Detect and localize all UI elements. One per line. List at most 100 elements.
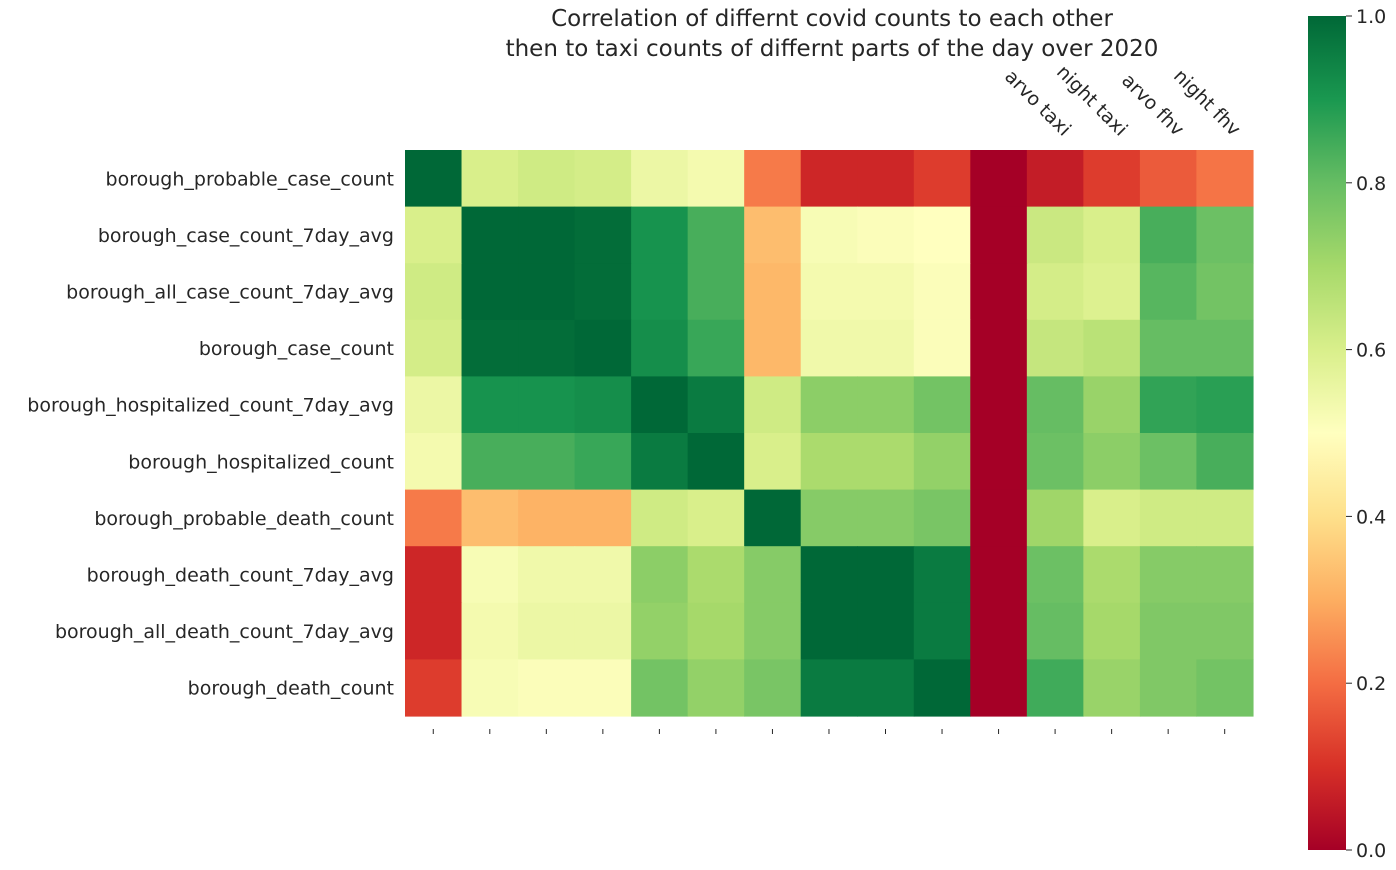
heatmap-cell — [1083, 659, 1141, 717]
heatmap-cell — [857, 659, 915, 717]
colorbar-ticks: 0.0 0.2 0.4 0.6 0.8 1.0 — [1346, 6, 1386, 862]
heatmap-cell — [1083, 263, 1141, 321]
heatmap-cell — [970, 602, 1028, 660]
row-label: borough_case_count_7day_avg — [98, 225, 394, 247]
heatmap-cell — [631, 546, 689, 604]
heatmap-cell — [800, 659, 858, 717]
heatmap-cell — [857, 546, 915, 604]
heatmap-cell — [857, 433, 915, 491]
heatmap-cell — [970, 546, 1028, 604]
heatmap-cell — [1139, 659, 1198, 717]
heatmap-cell — [687, 546, 745, 604]
heatmap-cell — [913, 546, 971, 604]
heatmap-cell — [461, 659, 519, 717]
heatmap-cell — [631, 263, 689, 321]
heatmap-cell — [913, 150, 971, 208]
x-ticks — [432, 729, 1226, 734]
colorbar — [1308, 16, 1346, 850]
heatmap-cell — [1196, 376, 1254, 434]
heatmap-cell — [631, 150, 689, 208]
heatmap-cell — [1139, 433, 1198, 491]
heatmap-cell — [1139, 263, 1198, 321]
heatmap-cell — [574, 546, 632, 604]
row-label: borough_all_death_count_7day_avg — [55, 621, 394, 643]
colorbar-tick-label: 0.8 — [1356, 173, 1386, 195]
heatmap-cell — [970, 433, 1028, 491]
heatmap-cell — [1026, 659, 1084, 717]
heatmap-cells — [405, 150, 1254, 717]
colorbar-tick-label: 1.0 — [1356, 6, 1386, 28]
heatmap-cell — [1196, 489, 1254, 547]
heatmap-cell — [461, 206, 519, 264]
heatmap-cell — [1139, 206, 1198, 264]
heatmap-cell — [1196, 659, 1254, 717]
chart-title: Correlation of differnt covid counts to … — [506, 6, 1159, 62]
heatmap-cell — [913, 206, 971, 264]
heatmap-cell — [631, 319, 689, 377]
heatmap-cell — [574, 263, 632, 321]
heatmap-cell — [800, 150, 858, 208]
heatmap-cell — [631, 489, 689, 547]
heatmap-cell — [574, 206, 632, 264]
heatmap-cell — [574, 602, 632, 660]
heatmap-cell — [405, 659, 463, 717]
heatmap-cell — [970, 659, 1028, 717]
row-label: borough_death_count — [188, 678, 394, 700]
heatmap-cell — [1026, 263, 1084, 321]
heatmap-cell — [1139, 376, 1198, 434]
heatmap-cell — [1196, 319, 1254, 377]
heatmap-cell — [461, 150, 519, 208]
heatmap-cell — [857, 376, 915, 434]
chart-title-line: Correlation of differnt covid counts to … — [551, 6, 1113, 32]
heatmap-cell — [970, 206, 1028, 264]
heatmap-cell — [1083, 433, 1141, 491]
heatmap-cell — [631, 376, 689, 434]
heatmap-cell — [405, 150, 463, 208]
heatmap-cell — [1083, 546, 1141, 604]
heatmap-cell — [1196, 602, 1254, 660]
heatmap-cell — [518, 659, 576, 717]
heatmap-cell — [687, 489, 745, 547]
heatmap-cell — [744, 376, 802, 434]
heatmap-cell — [1083, 376, 1141, 434]
heatmap-cell — [687, 263, 745, 321]
heatmap-cell — [744, 319, 802, 377]
heatmap-cell — [687, 659, 745, 717]
heatmap-cell — [518, 433, 576, 491]
row-label: borough_hospitalized_count — [128, 451, 394, 473]
heatmap-cell — [687, 206, 745, 264]
heatmap-cell — [857, 319, 915, 377]
heatmap-cell — [518, 602, 576, 660]
heatmap-cell — [1083, 602, 1141, 660]
row-label: borough_hospitalized_count_7day_avg — [27, 395, 394, 417]
heatmap-cell — [857, 150, 915, 208]
heatmap-cell — [518, 546, 576, 604]
heatmap-cell — [1139, 319, 1198, 377]
heatmap-cell — [744, 433, 802, 491]
heatmap-cell — [461, 376, 519, 434]
heatmap-cell — [461, 319, 519, 377]
heatmap-cell — [405, 319, 463, 377]
heatmap-cell — [1139, 489, 1198, 547]
heatmap-cell — [800, 376, 858, 434]
heatmap-cell — [1139, 150, 1198, 208]
heatmap-cell — [1026, 433, 1084, 491]
heatmap-cell — [1196, 433, 1254, 491]
heatmap-cell — [913, 659, 971, 717]
heatmap-cell — [1196, 150, 1254, 208]
heatmap-cell — [970, 376, 1028, 434]
heatmap-cell — [405, 489, 463, 547]
heatmap-cell — [800, 489, 858, 547]
heatmap-cell — [1196, 546, 1254, 604]
heatmap-cell — [574, 376, 632, 434]
heatmap-cell — [1196, 206, 1254, 264]
heatmap-cell — [857, 206, 915, 264]
heatmap-cell — [687, 433, 745, 491]
row-label: borough_probable_case_count — [106, 168, 394, 190]
heatmap-cell — [800, 206, 858, 264]
heatmap-cell — [1139, 602, 1198, 660]
heatmap-cell — [913, 319, 971, 377]
heatmap-cell — [913, 263, 971, 321]
colorbar-gradient — [1308, 16, 1346, 850]
